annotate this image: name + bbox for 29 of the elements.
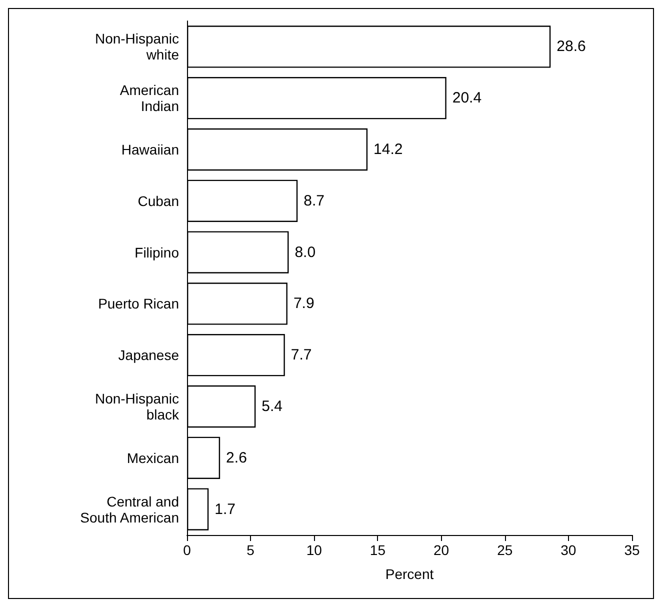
data-label: 5.4 xyxy=(262,398,283,415)
x-axis-title: Percent xyxy=(385,566,434,582)
data-label: 14.2 xyxy=(374,141,403,158)
x-tick-label: 15 xyxy=(370,542,386,558)
y-tick-label: American Indian xyxy=(120,82,179,114)
y-tick-label: Hawaiian xyxy=(121,142,179,158)
x-tick-label: 5 xyxy=(246,542,255,558)
data-label: 2.6 xyxy=(226,449,247,466)
y-tick-label: Puerto Rican xyxy=(98,296,179,312)
y-tick-label: Non-Hispanic white xyxy=(94,30,180,63)
data-label: 28.6 xyxy=(556,38,586,56)
y-tick-label: Japanese xyxy=(118,347,180,364)
x-tick-label: 20 xyxy=(433,542,450,558)
data-label: 8.7 xyxy=(304,192,324,210)
y-tick-label: Mexican xyxy=(126,450,179,466)
data-label: 7.9 xyxy=(293,295,314,312)
y-tick-label: Filipino xyxy=(134,244,180,260)
x-tick-label: 30 xyxy=(560,542,576,558)
x-tick-label: 10 xyxy=(306,542,322,558)
x-tick-label: 35 xyxy=(624,542,640,558)
y-tick-label: Cuban xyxy=(138,192,179,209)
x-tick-label: 25 xyxy=(497,542,513,558)
data-label: 8.0 xyxy=(294,244,316,261)
x-tick-label: 0 xyxy=(183,542,192,558)
data-label: 7.7 xyxy=(290,346,312,364)
data-label: 20.4 xyxy=(452,90,482,107)
data-label: 1.7 xyxy=(214,500,236,518)
y-tick-label: Central and South American xyxy=(80,493,179,526)
y-tick-label: Non-Hispanic black xyxy=(94,390,180,422)
